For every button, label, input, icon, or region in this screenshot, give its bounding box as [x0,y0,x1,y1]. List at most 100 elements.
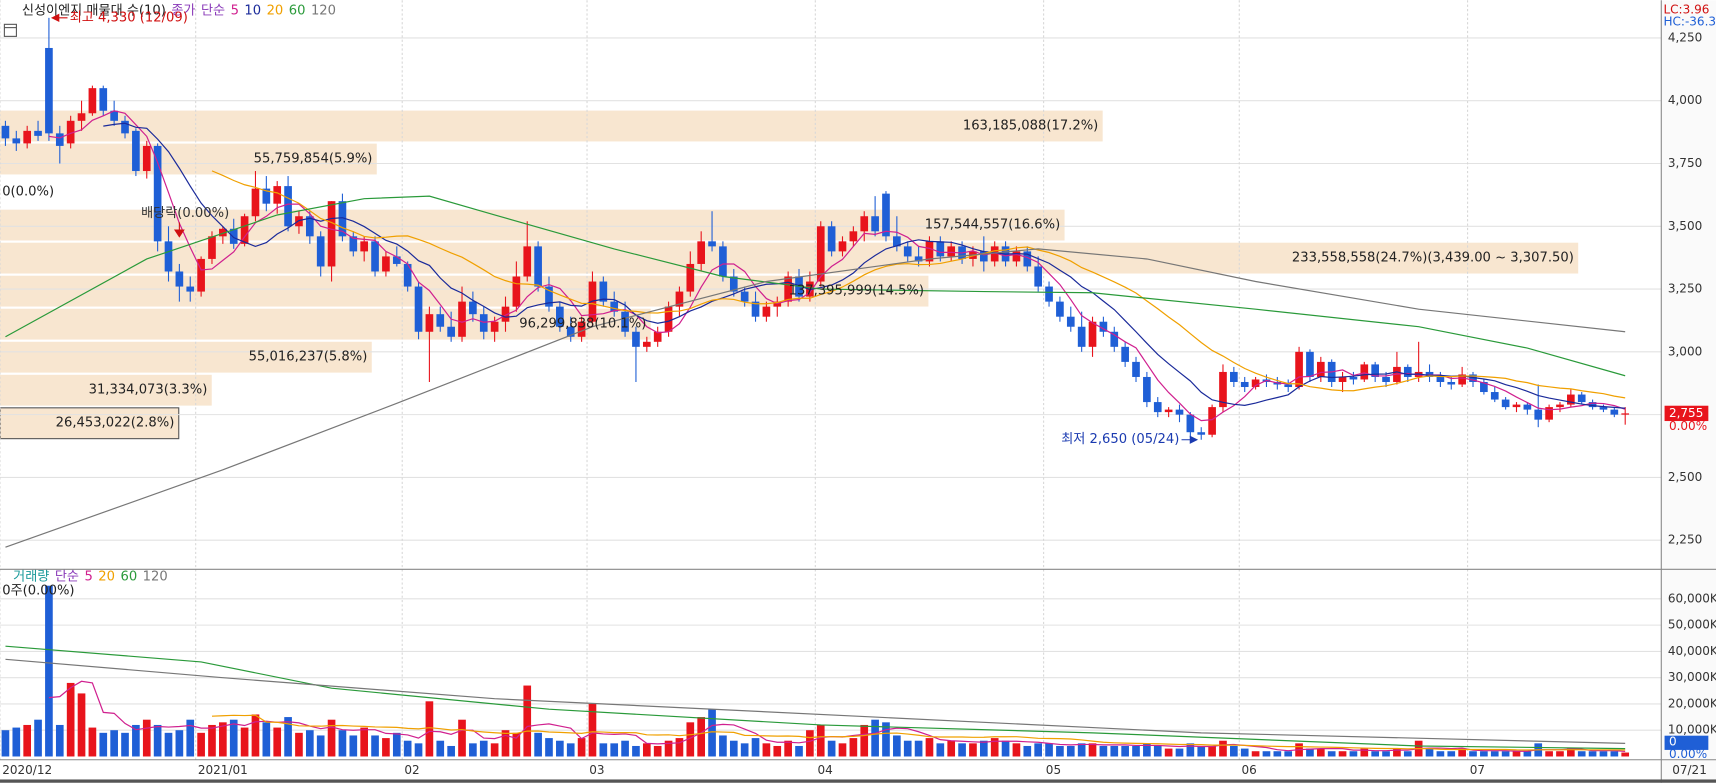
candle-body [327,201,336,267]
volume-bar [316,735,325,757]
candle-body [479,314,488,332]
candle-body [132,130,140,172]
candle-body [740,291,749,302]
volume-bar [925,738,934,757]
volume-bar [1121,745,1129,757]
candle-body [164,241,173,272]
candle-body [23,130,32,144]
high-label: 최고 4,330 (12/09) [70,9,188,25]
candle-body [1523,404,1532,410]
volume-bar [762,743,771,757]
candle-body [664,306,673,332]
volume-bar [1490,751,1499,757]
candle-body [1458,374,1466,385]
volume-bar [251,714,260,757]
volume-bar [708,709,716,757]
candle-body [1512,404,1521,408]
candle-body [556,306,564,327]
volume-bar [1567,748,1575,757]
volume-bar [1610,751,1619,757]
candle-body [34,130,42,136]
y-tick-label: 4,000 [1668,93,1702,107]
candle-body [208,236,216,259]
candle-body [186,286,195,292]
volume-bar [969,743,977,757]
calendar-icon[interactable] [3,23,17,37]
volume-bar [1316,748,1325,757]
volume-bar [795,745,803,757]
candle-body [1403,366,1412,377]
volume-bar [1175,748,1184,757]
volume-bar [501,730,510,757]
ma-line [211,170,1626,399]
dividend-arrow [173,222,185,238]
candle-body [925,241,934,262]
volume-bar [947,740,956,757]
candle-body [936,241,945,257]
candle-body [708,241,716,247]
candle-body [642,341,651,347]
x-tick-label: 07 [1470,763,1485,777]
candle-body [1316,361,1325,377]
candle-body [1175,409,1184,415]
volume-bar [1556,751,1564,757]
candle-body [1023,251,1032,267]
candle-body [1295,351,1303,388]
volume-bar [240,727,249,757]
y-tick-label: 2,250 [1668,533,1702,547]
scroll-bar[interactable] [0,779,1716,783]
volume-bar [979,740,988,757]
volume-bar [1599,751,1608,757]
candle-body [1121,346,1129,362]
volume-bar [132,724,140,757]
volume-bar [425,701,434,757]
candle-body [1219,371,1227,408]
volume-bar [436,740,445,757]
volume-bar [1056,745,1064,757]
candle-body [1132,361,1140,377]
volume-bar [1512,751,1521,757]
profile-label: 31,334,073(3.3%) [89,383,208,398]
line-layer [5,110,1626,753]
volume-bar [653,745,662,757]
profile-label: 157,544,557(16.6%) [925,218,1060,233]
candle-body [1077,326,1086,347]
volume-bar [632,745,640,757]
volume-bar [990,738,999,757]
volume-bar [490,743,499,757]
volume-bar [1,730,10,757]
candle-body [1110,331,1119,347]
profile-band [0,374,212,406]
candle-body [719,246,727,277]
volume-bar [175,730,184,757]
x-tick-label: 04 [818,763,833,777]
candle-body [1186,414,1195,433]
y-tick-label: 2,500 [1668,470,1702,484]
candle-body [403,263,412,287]
volume-bar [392,732,401,757]
volume-bar [610,743,619,757]
volume-bar [1088,743,1097,757]
candle-body [1501,399,1510,408]
candle-body [871,216,879,232]
profile-label: 55,759,854(5.9%) [254,152,373,167]
candle-body [382,256,390,272]
candle-body [827,226,836,252]
candle-body [12,138,21,144]
volume-bar [1306,748,1314,757]
ma-line [5,658,1626,744]
volume-bar [88,727,97,757]
candle-body [990,246,999,262]
candle-body [99,88,108,111]
candle-body [860,216,869,232]
candle-body [1567,394,1575,405]
last-change-label: 0.00% [1669,419,1707,433]
candle-body [577,321,586,337]
profile-band [0,308,651,340]
corner-label: HC:-36.37 [1663,15,1716,29]
volume-bar [338,730,347,757]
candle-body [110,110,118,121]
candle-body [653,331,662,342]
volume-bar [360,727,369,757]
